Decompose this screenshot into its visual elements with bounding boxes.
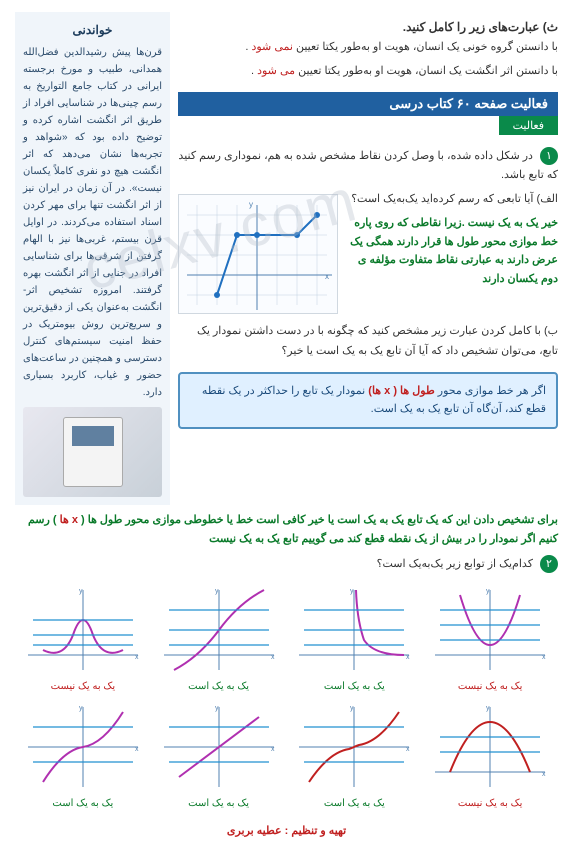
chart-q1: xy xyxy=(178,194,338,314)
footer-credit: تهیه و تنظیم : عطیه بربری xyxy=(15,824,558,837)
green-explain: برای تشخیص دادن این که یک تابع یک به یک … xyxy=(15,511,558,548)
chart-r2-3: x y یک به یک است xyxy=(294,702,414,809)
activity-tab: فعالیت xyxy=(499,116,558,135)
svg-text:x: x xyxy=(406,746,410,753)
sidebar-reading: خواندنی قرن‌ها پیش رشیدالدین فضل‌الله هم… xyxy=(15,12,170,505)
q1-number-icon: ۱ xyxy=(540,147,558,165)
answer-2: می شود xyxy=(257,65,295,77)
svg-text:x: x xyxy=(135,746,139,753)
rule-box: اگر هر خط موازی محور طول ها ( x ها) نمود… xyxy=(178,372,558,429)
chart-r2-1: x y یک به یک است xyxy=(23,702,143,809)
chart-r2-4-label: یک به یک نیست xyxy=(430,798,550,809)
chart-row-2: x y یک به یک است x y یک به یک است x y یک به… xyxy=(15,702,558,809)
chart-r2-2: x y یک به یک است xyxy=(159,702,279,809)
chart-r1-4: x y یک به یک نیست xyxy=(430,585,550,692)
q1: ۱ در شکل داده شده، با وصل کردن نقاط مشخص… xyxy=(178,147,558,187)
chart-r2-3-label: یک به یک است xyxy=(294,798,414,809)
svg-text:y: y xyxy=(215,588,219,595)
svg-text:x: x xyxy=(325,272,329,281)
svg-text:x: x xyxy=(271,654,275,661)
sidebar-body: قرن‌ها پیش رشیدالدین فضل‌الله همدانی، طب… xyxy=(23,44,162,401)
svg-text:x: x xyxy=(542,771,546,778)
chart-r1-2: x y یک به یک است xyxy=(159,585,279,692)
activity-title-band: فعالیت صفحه ۶۰ کتاب درسی xyxy=(178,92,558,116)
svg-text:y: y xyxy=(486,705,490,712)
chart-r1-2-label: یک به یک است xyxy=(159,681,279,692)
sidebar-title: خواندنی xyxy=(23,20,162,40)
chart-r1-4-label: یک به یک نیست xyxy=(430,681,550,692)
svg-text:y: y xyxy=(350,705,354,712)
chart-row-1: x y یک به یک نیست x y یک به یک است x y یک ب… xyxy=(15,585,558,692)
main-content: ث) عبارت‌های زیر را کامل کنید. با دانستن… xyxy=(178,12,558,439)
svg-text:y: y xyxy=(79,588,83,595)
chart-r2-4: x y یک به یک نیست xyxy=(430,702,550,809)
svg-text:x: x xyxy=(406,654,410,661)
svg-text:y: y xyxy=(350,588,354,595)
q2: ۲ کدام‌یک از توابع زیر یک‌به‌یک است؟ xyxy=(15,555,558,575)
q1-b: ب) با کامل کردن عبارت زیر مشخص کنید که چ… xyxy=(178,322,558,362)
svg-text:x: x xyxy=(271,746,275,753)
svg-text:y: y xyxy=(215,705,219,712)
chart-r1-3: x y یک به یک است xyxy=(294,585,414,692)
q2-number-icon: ۲ xyxy=(540,555,558,573)
svg-text:x: x xyxy=(542,654,546,661)
svg-text:y: y xyxy=(486,588,490,595)
svg-text:x: x xyxy=(135,654,139,661)
stmt-1: با دانستن گروه خونی یک انسان، هویت او به… xyxy=(178,38,558,58)
chart-r1-1: x y یک به یک نیست xyxy=(23,585,143,692)
svg-text:y: y xyxy=(249,200,253,209)
rule-red: طول ها ( x ها) xyxy=(368,385,434,397)
stmt-2: با دانستن اثر انگشت یک انسان، هویت او به… xyxy=(178,62,558,82)
chart-r2-2-label: یک به یک است xyxy=(159,798,279,809)
sidebar-image xyxy=(23,407,162,497)
chart-r2-1-label: یک به یک است xyxy=(23,798,143,809)
chart-r1-3-label: یک به یک است xyxy=(294,681,414,692)
answer-1: نمی شود xyxy=(251,41,292,53)
svg-text:y: y xyxy=(79,705,83,712)
question-th-label: ث) عبارت‌های زیر را کامل کنید. xyxy=(178,20,558,34)
chart-r1-1-label: یک به یک نیست xyxy=(23,681,143,692)
